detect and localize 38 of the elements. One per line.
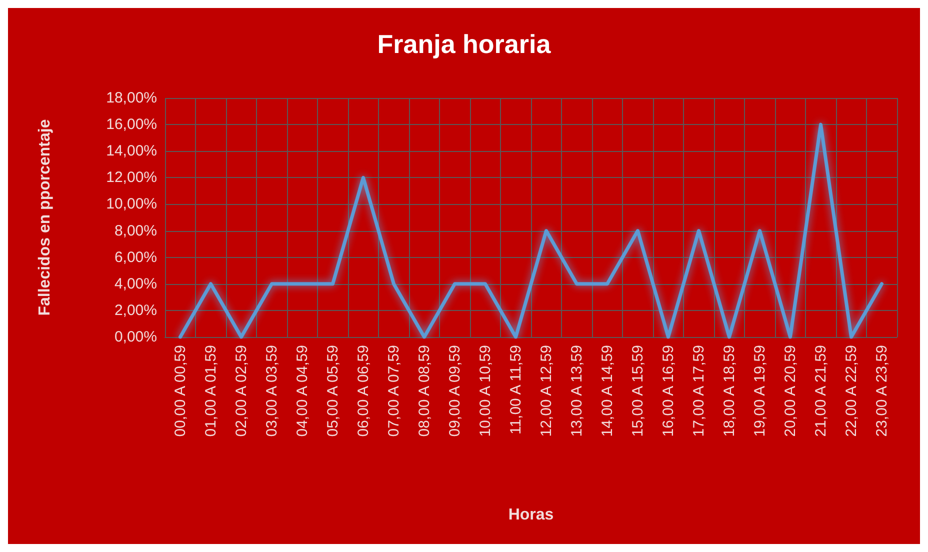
y-tick-label: 18,00% (106, 90, 157, 106)
y-tick-label: 6,00% (114, 248, 157, 266)
x-tick-label: 16,00 A 16,59 (660, 345, 677, 437)
y-tick-label: 0,00% (114, 328, 157, 346)
y-tick-label: 14,00% (106, 142, 157, 160)
line-series (178, 122, 884, 339)
y-tick-label: 10,00% (106, 196, 157, 213)
x-tick-label: 14,00 A 14,59 (598, 345, 616, 437)
y-axis-title: Fallecidos en pporcentaje (36, 119, 54, 316)
x-tick-label: 02,00 A 02,59 (232, 345, 250, 437)
x-tick-label: 17,00 A 17,59 (690, 345, 708, 437)
x-axis-title: Horas (508, 506, 554, 524)
x-tick-label: 18,00 A 18,59 (720, 345, 738, 437)
chart-title: Franja horaria (377, 29, 552, 59)
x-tick-label: 22,00 A 22,59 (842, 345, 860, 437)
x-tick-label: 06,00 A 06,59 (354, 345, 372, 437)
x-tick-label: 00,00 A 00,59 (172, 345, 189, 437)
y-tick-label: 12,00% (106, 169, 157, 186)
y-tick-label: 16,00% (106, 116, 157, 134)
x-tick-label: 13,00 A 13,59 (568, 345, 586, 437)
x-tick-label: 04,00 A 04,59 (294, 345, 311, 437)
x-tick-label: 03,00 A 03,59 (263, 345, 280, 437)
x-tick-label: 23,00 A 23,59 (873, 345, 890, 437)
y-tick-label: 2,00% (114, 302, 157, 319)
x-tick-label: 08,00 A 08,59 (416, 345, 433, 437)
x-tick-label: 12,00 A 12,59 (538, 345, 555, 437)
x-tick-label: 15,00 A 15,59 (629, 345, 646, 437)
x-tick-label: 20,00 A 20,59 (782, 345, 799, 437)
x-tick-label: 19,00 A 19,59 (751, 345, 768, 437)
y-tick-label: 4,00% (114, 275, 157, 292)
y-tick-label: 8,00% (114, 222, 157, 240)
x-tick-label: 10,00 A 10,59 (476, 345, 494, 437)
x-tick-label: 09,00 A 09,59 (446, 345, 464, 437)
x-tick-label: 11,00 A 11,59 (507, 345, 524, 435)
x-tick-label: 01,00 A 01,59 (202, 345, 220, 437)
x-tick-label: 07,00 A 07,59 (385, 345, 402, 437)
x-tick-label: 05,00 A 05,59 (324, 345, 342, 437)
x-tick-label: 21,00 A 21,59 (812, 345, 830, 437)
